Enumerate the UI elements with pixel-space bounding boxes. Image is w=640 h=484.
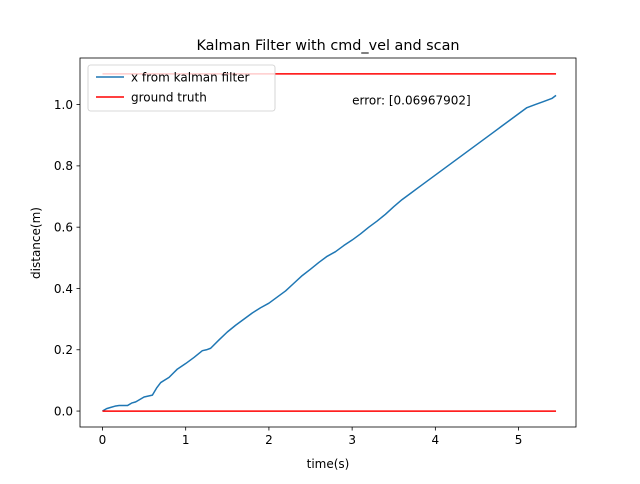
x-axis-label: time(s) <box>307 457 350 471</box>
chart-title: Kalman Filter with cmd_vel and scan <box>196 38 459 54</box>
legend-box <box>87 64 276 112</box>
y-tick-label: 0.8 <box>54 159 73 173</box>
x-tick-label: 3 <box>348 433 356 447</box>
axes-frame <box>79 57 577 428</box>
y-tick-label: 0.2 <box>54 343 73 357</box>
x-tick-label: 0 <box>99 433 107 447</box>
plot-area <box>79 57 577 428</box>
x-tick-label: 5 <box>515 433 523 447</box>
y-tick-label: 0.0 <box>54 404 73 418</box>
x-tick-label: 2 <box>265 433 273 447</box>
series-line-kalman <box>102 94 557 412</box>
error-annotation: error: [0.06967902] <box>352 94 471 108</box>
y-tick-label: 0.6 <box>54 220 73 234</box>
y-axis-label: distance(m) <box>29 207 43 279</box>
axis-ticks: 0 1 2 3 4 5 0.0 0.2 0.4 0.6 0.8 1.0 <box>54 98 522 447</box>
y-tick-label: 0.4 <box>54 282 73 296</box>
legend-label: ground truth <box>131 90 207 104</box>
legend: x from kalman filter ground truth <box>87 64 276 112</box>
legend-label: x from kalman filter <box>131 70 250 84</box>
x-tick-label: 1 <box>182 433 190 447</box>
y-tick-label: 1.0 <box>54 98 73 112</box>
x-tick-label: 4 <box>432 433 440 447</box>
